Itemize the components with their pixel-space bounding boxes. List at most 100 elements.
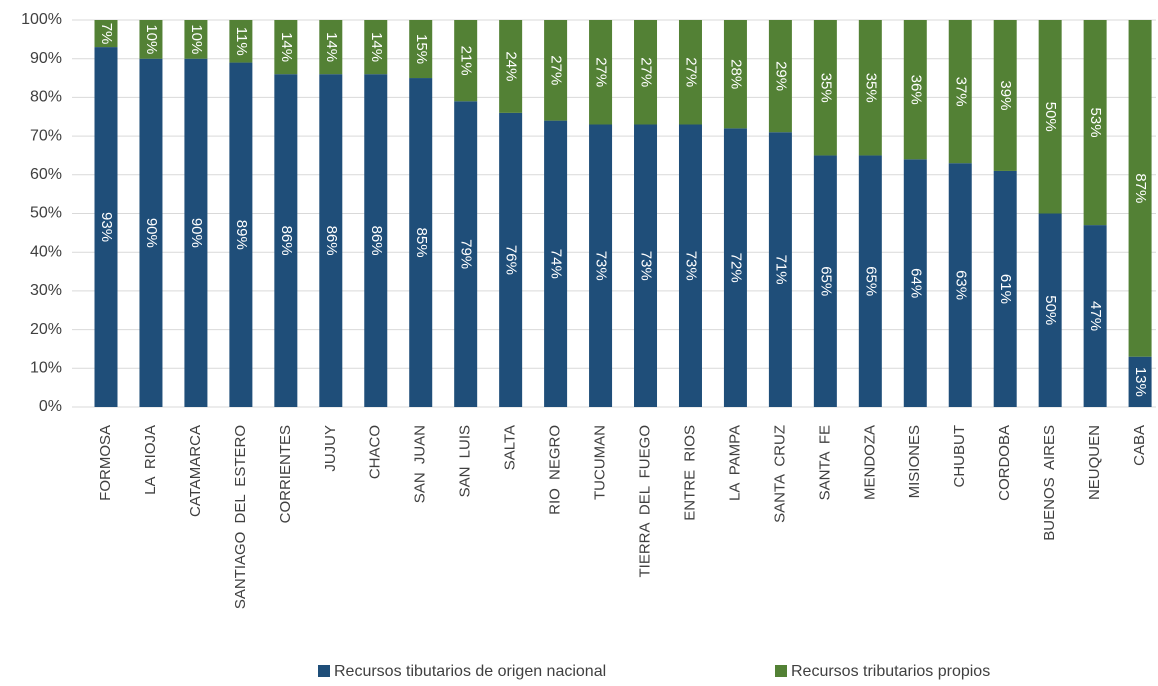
bar-segment <box>634 20 658 125</box>
data-label: 10% <box>188 24 205 54</box>
data-label: 14% <box>323 32 340 62</box>
data-label: 50% <box>1042 295 1059 325</box>
bar-segment <box>139 58 163 407</box>
x-tick-label: FORMOSA <box>97 425 114 501</box>
data-label: 27% <box>548 55 565 85</box>
bar-segment <box>184 58 208 407</box>
data-label: 27% <box>638 57 655 87</box>
y-tick-label: 80% <box>30 89 62 106</box>
bar-segment <box>993 170 1017 407</box>
x-tick-label: SANTA CRUZ <box>771 425 788 523</box>
data-label: 90% <box>188 218 205 248</box>
x-tick-label: SAN LUIS <box>457 425 474 497</box>
x-tick-label: MENDOZA <box>861 425 878 500</box>
x-tick-label: CHUBUT <box>951 425 968 488</box>
bar-segment <box>858 20 882 156</box>
bar-segment <box>454 20 478 102</box>
y-tick-label: 0% <box>39 398 62 415</box>
bar-segment <box>768 132 792 408</box>
bar-segment <box>364 20 388 75</box>
bar-segment <box>454 101 478 408</box>
data-label: 64% <box>907 268 924 298</box>
bar-segment <box>948 20 972 164</box>
bar-segment <box>1038 20 1062 214</box>
bar-segment <box>1038 213 1062 407</box>
x-tick-label: CATAMARCA <box>187 425 204 517</box>
x-tick-label: NEUQUEN <box>1086 425 1103 500</box>
bar-segment <box>229 20 253 63</box>
data-label: 76% <box>503 245 520 275</box>
data-label: 7% <box>98 23 115 45</box>
data-label: 27% <box>683 57 700 87</box>
data-label: 93% <box>98 212 115 242</box>
data-label: 50% <box>1042 102 1059 132</box>
data-label: 63% <box>952 270 969 300</box>
x-tick-label: SALTA <box>502 425 519 470</box>
y-tick-label: 10% <box>30 360 62 377</box>
bar-segment <box>993 20 1017 171</box>
x-tick-label: LA RIOJA <box>142 425 159 495</box>
data-label: 86% <box>368 226 385 256</box>
y-tick-label: 50% <box>30 205 62 222</box>
bar-segment <box>274 20 298 75</box>
data-label: 61% <box>997 274 1014 304</box>
legend-swatch <box>775 665 787 677</box>
data-label: 39% <box>997 80 1014 110</box>
data-label: 53% <box>1087 108 1104 138</box>
bar-segment <box>409 20 433 79</box>
data-label: 36% <box>907 75 924 105</box>
data-label: 89% <box>233 220 250 250</box>
data-label: 86% <box>278 226 295 256</box>
legend-swatch <box>318 665 330 677</box>
data-label: 79% <box>458 239 475 269</box>
y-tick-label: 20% <box>30 321 62 338</box>
bar-segment <box>1083 20 1107 226</box>
y-tick-label: 30% <box>30 282 62 299</box>
bar-segment <box>948 163 972 407</box>
data-label: 15% <box>413 34 430 64</box>
x-tick-label: ENTRE RIOS <box>681 425 698 521</box>
bar-segment <box>1128 356 1152 407</box>
bar-segment <box>544 20 568 121</box>
x-tick-label: TIERRA DEL FUEGO <box>636 425 653 577</box>
legend-label: Recursos tributarios propios <box>791 663 990 680</box>
legend-label: Recursos tibutarios de origen nacional <box>334 663 606 680</box>
bar-segment <box>903 159 927 407</box>
bar-segment <box>94 20 118 48</box>
bar-segment <box>813 20 837 156</box>
data-label: 86% <box>323 226 340 256</box>
bar-segment <box>409 78 433 408</box>
bar-segment <box>634 124 658 408</box>
data-label: 87% <box>1132 173 1149 203</box>
x-tick-label: RIO NEGRO <box>547 425 564 515</box>
data-label: 29% <box>772 61 789 91</box>
bar-segment <box>139 20 163 59</box>
x-tick-label: TUCUMAN <box>592 425 609 500</box>
data-label: 14% <box>368 32 385 62</box>
x-tick-label: CORRIENTES <box>277 425 294 523</box>
x-tick-label: JUJUY <box>322 425 339 472</box>
data-label: 28% <box>727 59 744 89</box>
x-tick-label: SAN JUAN <box>412 425 429 503</box>
x-tick-label: CABA <box>1131 425 1148 466</box>
data-label: 47% <box>1087 301 1104 331</box>
bar-segment <box>319 74 343 408</box>
data-label: 35% <box>817 73 834 103</box>
y-tick-label: 70% <box>30 127 62 144</box>
data-label: 10% <box>143 24 160 54</box>
bar-segment <box>723 128 747 408</box>
x-tick-label: BUENOS AIRES <box>1041 425 1058 541</box>
y-tick-label: 60% <box>30 166 62 183</box>
bar-segment <box>589 124 613 408</box>
data-label: 65% <box>817 266 834 296</box>
data-label: 24% <box>503 51 520 81</box>
data-label: 11% <box>233 27 250 56</box>
data-label: 74% <box>548 249 565 279</box>
x-tick-label: MISIONES <box>906 425 923 498</box>
bar-segment <box>544 120 568 408</box>
bar-segment <box>229 62 253 407</box>
bar-segment <box>94 47 118 408</box>
bar-segment <box>858 155 882 407</box>
bar-segment <box>319 20 343 75</box>
